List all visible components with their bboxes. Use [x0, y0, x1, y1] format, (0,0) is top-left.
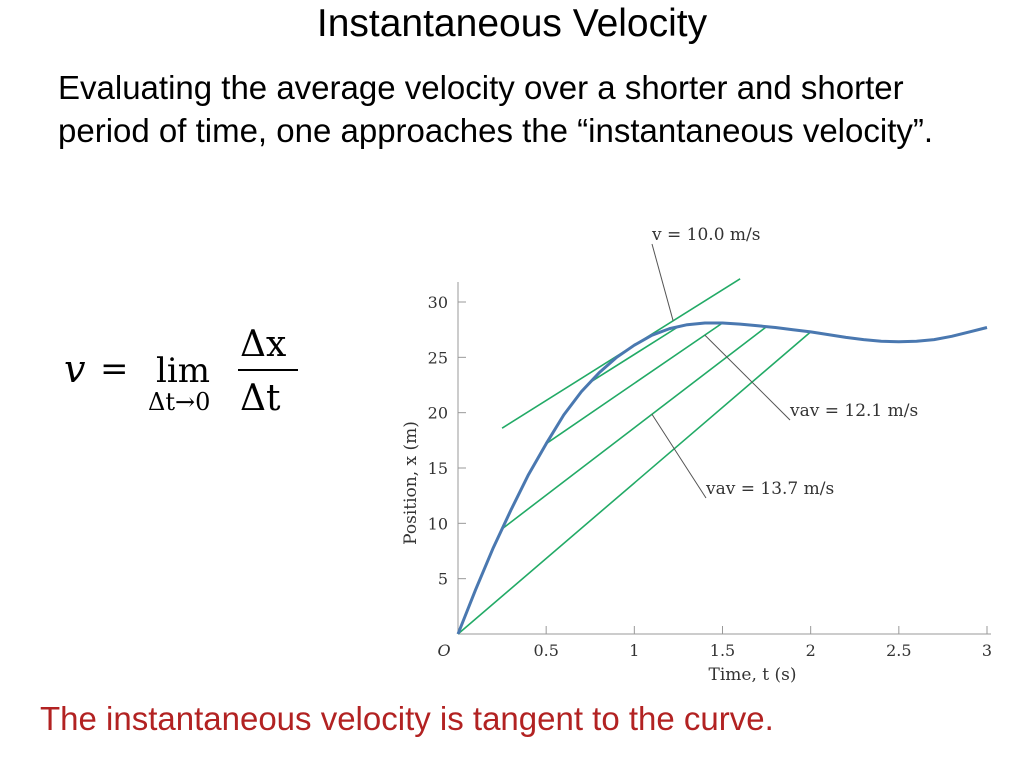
intro-text: Evaluating the average velocity over a s…	[58, 69, 934, 149]
x-tick-label: 3	[982, 641, 992, 660]
annotation-label-2: vav = 12.1 m/s	[789, 401, 918, 421]
y-tick-label: 30	[428, 293, 448, 312]
annotation-label-3: vav = 13.7 m/s	[705, 479, 834, 499]
y-tick-label: 25	[428, 348, 448, 367]
secant-line-4	[589, 325, 679, 383]
y-tick-label: 10	[428, 514, 448, 533]
annotation-pointer-2	[704, 334, 791, 421]
x-tick-label: 1	[629, 641, 639, 660]
annotation-pointer-1	[651, 243, 674, 321]
position-time-graph: 5 10 15 20 25 30 0.5 1 1.5 2 2.5 3 O Time, t (s) Posit…	[401, 225, 992, 685]
position-curve	[456, 321, 988, 635]
y-tick-label: 20	[428, 404, 448, 423]
annotation-pointer-3	[651, 413, 707, 499]
formula-denominator: Δt	[240, 378, 281, 419]
secant-line-2	[501, 325, 768, 530]
secant-line-3	[545, 322, 723, 445]
velocity-limit-formula: v = lim Δt→0 Δx Δt	[64, 324, 298, 419]
y-tick-label: 5	[438, 570, 448, 589]
formula-equals: =	[100, 349, 129, 389]
annotation-label-1: v = 10.0 m/s	[651, 225, 760, 245]
formula-numerator: Δx	[240, 324, 286, 365]
formula-limit-sub: Δt→0	[148, 388, 210, 416]
slide-title: Instantaneous Velocity	[316, 2, 708, 45]
formula-lim: lim	[156, 351, 210, 391]
formula-v: v	[64, 347, 86, 391]
x-tick-label: 1.5	[710, 641, 735, 660]
tangent-caption: The instantaneous velocity is tangent to…	[40, 700, 774, 737]
x-tick-label: 2.5	[886, 641, 911, 660]
x-axis-label: Time, t (s)	[709, 665, 797, 685]
y-tick-label: 15	[428, 459, 448, 478]
origin-label: O	[437, 641, 450, 660]
x-tick-label: 0.5	[533, 641, 558, 660]
y-axis-label: Position, x (m)	[401, 421, 421, 545]
x-tick-label: 2	[806, 641, 816, 660]
